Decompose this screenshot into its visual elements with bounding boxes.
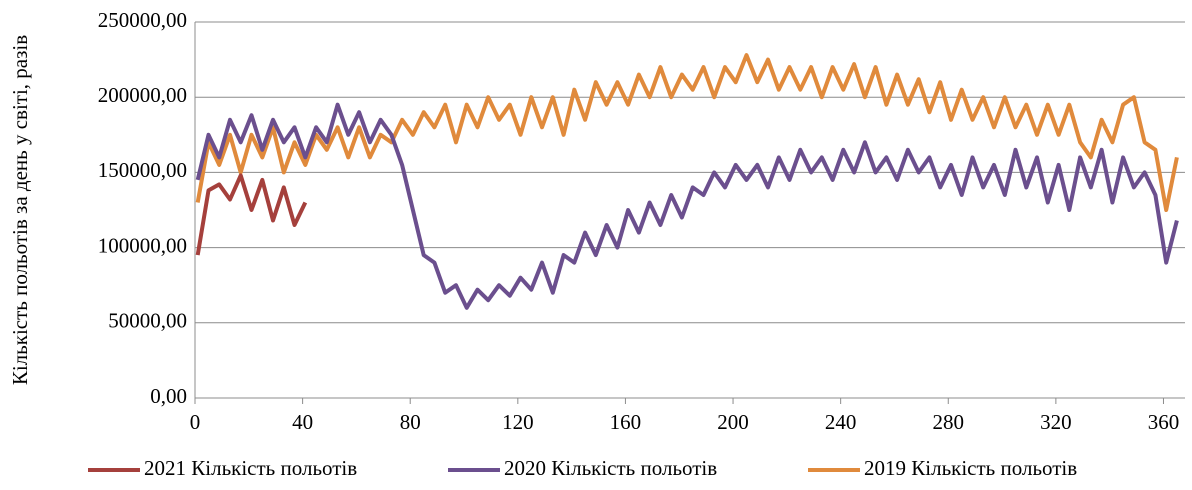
y-tick-label: 250000,00: [98, 8, 187, 32]
x-tick-label: 120: [502, 410, 534, 434]
x-tick-label: 80: [400, 410, 421, 434]
x-tick-label: 40: [292, 410, 313, 434]
legend-label: 2019 Кількість польотів: [864, 456, 1077, 480]
series-line: [195, 53, 1179, 212]
x-tick-label: 200: [717, 410, 749, 434]
y-tick-label: 200000,00: [98, 83, 187, 107]
x-tick-label: 360: [1148, 410, 1180, 434]
legend-label: 2021 Кількість польотів: [144, 456, 357, 480]
x-tick-label: 0: [190, 410, 201, 434]
y-tick-label: 0,00: [150, 384, 187, 408]
y-tick-label: 100000,00: [98, 233, 187, 257]
y-tick-label: 150000,00: [98, 158, 187, 182]
series-line: [195, 173, 308, 256]
legend-label: 2020 Кількість польотів: [504, 456, 717, 480]
x-tick-label: 160: [610, 410, 642, 434]
y-tick-label: 50000,00: [108, 309, 187, 333]
x-tick-label: 280: [933, 410, 965, 434]
series-line: [195, 102, 1179, 310]
y-axis-title: Кількість польотів за день у світі, разі…: [8, 35, 32, 385]
x-tick-label: 240: [825, 410, 857, 434]
x-tick-label: 320: [1040, 410, 1072, 434]
